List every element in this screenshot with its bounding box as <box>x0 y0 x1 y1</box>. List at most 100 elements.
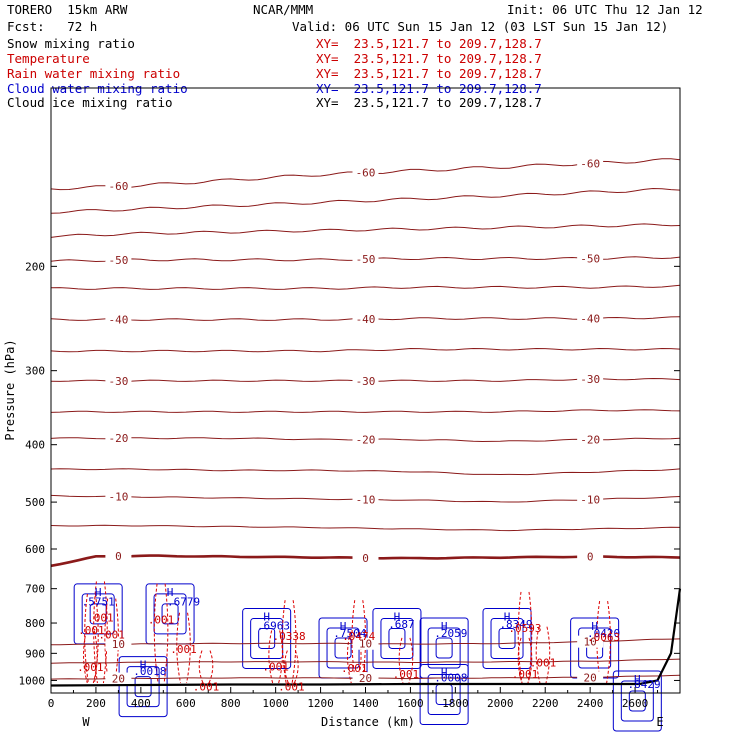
cloud-water-contour <box>161 603 179 625</box>
field-rain-label: Rain water mixing ratio <box>7 66 181 81</box>
cloud-water-contour <box>628 690 646 712</box>
cloud-water-label: H <box>634 673 641 686</box>
isotherm-line <box>50 409 681 413</box>
valid-time: Valid: 06 UTC Sun 15 Jan 12 (03 LST Sun … <box>292 19 669 34</box>
rain-water-label: .0063 <box>587 631 620 644</box>
y-tick-label: 700 <box>25 583 45 596</box>
cloud-water-contour <box>419 664 469 726</box>
rain-water-label: .001 <box>530 657 557 670</box>
y-tick-label: 200 <box>25 260 45 273</box>
y-axis-label: Pressure (hPa) <box>3 339 17 440</box>
cloud-water-label: H <box>441 667 448 680</box>
isotherm-label-bg <box>352 166 379 179</box>
terrain-line <box>50 588 682 687</box>
x-tick-label: 800 <box>221 697 241 710</box>
y-tick-label: 300 <box>25 365 45 378</box>
x-tick-label: 1400 <box>352 697 379 710</box>
axes: 0 200 400 600 800 1000 1200 1400 1600 1800 2000 220… <box>19 260 681 710</box>
rain-water-contour <box>83 630 98 684</box>
cloud-water-contour <box>153 593 187 635</box>
cloud-water-label: .8349 <box>499 618 532 631</box>
isotherm-label-bg <box>105 550 132 563</box>
isotherm-label: -30 <box>580 373 600 386</box>
xy-line-1: XY= 23.5,121.7 to 209.7,128.7 <box>316 36 542 51</box>
rain-water-label: .001 <box>148 614 175 627</box>
y-tick-label: 400 <box>25 439 45 452</box>
cloud-water-contour <box>498 627 516 649</box>
isotherm-label: 0 <box>362 552 369 565</box>
isotherm-label: 20 <box>359 672 372 685</box>
rain-water-label: .0338 <box>273 630 306 643</box>
x-tick-label: 2400 <box>577 697 604 710</box>
isotherm-label-bg <box>105 180 132 193</box>
cloud-water-label: H <box>591 620 598 633</box>
isotherm-label: -20 <box>108 432 128 445</box>
isotherm-label: -10 <box>580 494 600 507</box>
cloud-water-contour <box>435 637 453 659</box>
cloud-water-contour <box>490 617 524 659</box>
rain-water-contour <box>398 637 414 684</box>
isotherm-label-bg <box>352 551 379 564</box>
isotherm-label-bg <box>352 313 379 326</box>
rain-water-label: .001 <box>77 661 104 674</box>
isotherm-label: 10 <box>359 638 372 651</box>
cloud-water-label: H <box>441 620 448 633</box>
isotherm-label: 10 <box>584 636 597 649</box>
isotherm-label-bg <box>352 637 379 650</box>
isotherm-label-bg <box>105 638 132 651</box>
cloud-water-label: .8429 <box>627 678 660 691</box>
rain-water-contour <box>281 600 297 684</box>
x-tick-label: 1600 <box>397 697 424 710</box>
rain-water-contour <box>84 593 99 684</box>
isotherm-label: -50 <box>580 253 600 266</box>
cloud-water-contour <box>380 617 414 659</box>
isotherm-label: -50 <box>108 254 128 267</box>
cloud-water-label: .0018 <box>133 665 166 678</box>
rain-water-label: .0593 <box>508 622 541 635</box>
cloud-water-contour <box>118 656 168 718</box>
rain-water-label: .001 <box>193 681 220 694</box>
isotherm-label: -60 <box>356 167 376 180</box>
isotherm-label: 10 <box>112 638 125 651</box>
isotherm-label-bg <box>577 493 604 506</box>
rain-water-contour <box>198 650 214 684</box>
cloud-water-contour <box>482 607 532 669</box>
isotherm-label-bg <box>352 253 379 266</box>
isotherm-label-bg <box>577 671 604 684</box>
isotherm-line <box>50 223 681 238</box>
x-tick-label: 2200 <box>532 697 559 710</box>
isotherm-label: -10 <box>356 494 376 507</box>
xy-line-5: XY= 23.5,121.7 to 209.7,128.7 <box>316 95 542 110</box>
y-tick-label: 800 <box>25 617 45 630</box>
isotherm-label: -10 <box>108 491 128 504</box>
x-axis-label: Distance (km) <box>321 715 415 729</box>
cloud-water-contour <box>620 680 654 722</box>
isotherm-label-bg <box>577 550 604 563</box>
field-cloudwater-label: Cloud water mixing ratio <box>7 81 188 96</box>
field-snow-label: Snow mixing ratio <box>7 36 135 51</box>
isotherm-label: -60 <box>108 180 128 193</box>
cloud-water-label: H <box>95 586 102 599</box>
center-title: NCAR/MMM <box>253 2 314 17</box>
cloud-water-contour <box>388 627 406 649</box>
x-tick-label: 1800 <box>442 697 469 710</box>
isotherm-label: 20 <box>584 671 597 684</box>
isotherm-label: 20 <box>112 673 125 686</box>
cloud-water-label: H <box>167 586 174 599</box>
cloud-water-label: .0008 <box>434 672 467 685</box>
isotherm-label-bg <box>352 374 379 387</box>
isotherm-label: -40 <box>580 313 600 326</box>
cloud-water-contour <box>427 674 461 716</box>
x-end-right-label: E <box>656 715 663 729</box>
isotherm-label-bg <box>352 493 379 506</box>
isotherm-label: -50 <box>356 253 376 266</box>
rain-water-label: .001 <box>170 643 197 656</box>
isotherm-line <box>50 187 681 214</box>
cloud-water-label: .6963 <box>257 619 290 632</box>
isotherm-label-bg <box>105 490 132 503</box>
isotherm-line <box>50 468 681 476</box>
isotherms: -60 -60 -60 -50 -50 -50 -40 -40 -40 -30 -30 -30 -20 -… <box>50 157 681 686</box>
rain-water-label: .001 <box>78 624 105 637</box>
rain-water-label: .001 <box>512 668 539 681</box>
rain-water-label: .001 <box>393 668 420 681</box>
